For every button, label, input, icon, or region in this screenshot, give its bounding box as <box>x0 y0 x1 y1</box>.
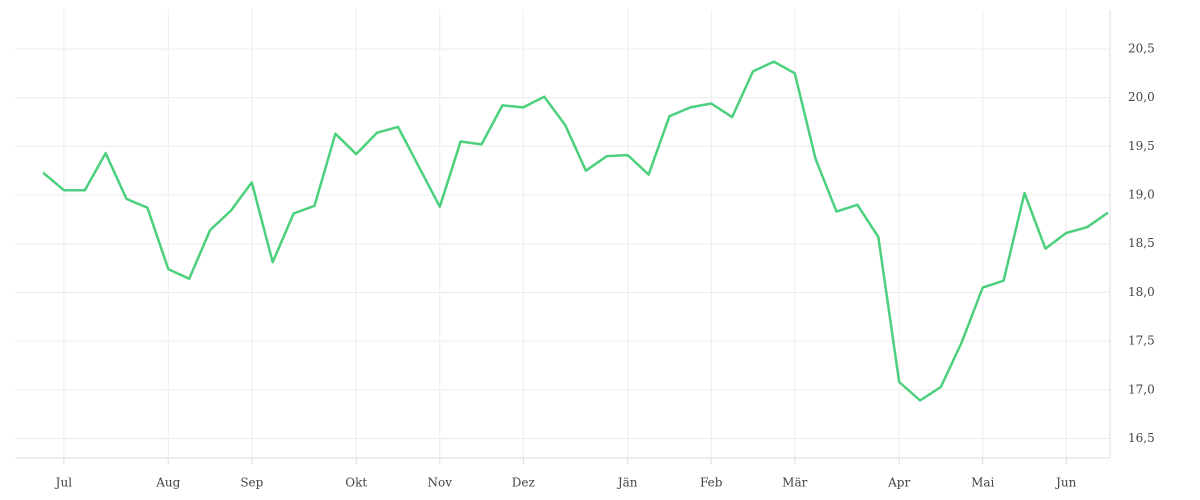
line <box>42 60 1109 402</box>
x-tick-label: Sep <box>240 476 263 490</box>
y-tick-label: 17,5 <box>1128 334 1155 348</box>
x-tick-label: Jul <box>54 476 73 490</box>
x-tick-label: Jän <box>616 476 638 490</box>
y-tick-label: 19,5 <box>1128 139 1155 153</box>
x-tick-label: Okt <box>345 476 367 490</box>
y-tick-label: 18,0 <box>1128 285 1155 299</box>
y-tick-label: 20,0 <box>1128 90 1155 104</box>
y-tick-label: 19,0 <box>1128 188 1155 202</box>
x-tick-label: Apr <box>887 476 910 490</box>
x-tick-label: Jun <box>1054 476 1077 490</box>
x-tick-label: Feb <box>700 476 723 490</box>
x-tick-label: Nov <box>428 476 453 490</box>
y-tick-label: 20,5 <box>1128 41 1155 55</box>
x-tick-label: Mai <box>971 476 994 490</box>
y-tick-label: 16,5 <box>1128 431 1155 445</box>
x-tick-label: Dez <box>512 476 535 490</box>
x-tick-label: Aug <box>155 476 180 490</box>
y-tick-label: 18,5 <box>1128 236 1155 250</box>
x-tick-label: Mär <box>782 476 807 490</box>
y-tick-label: 17,0 <box>1128 382 1155 396</box>
